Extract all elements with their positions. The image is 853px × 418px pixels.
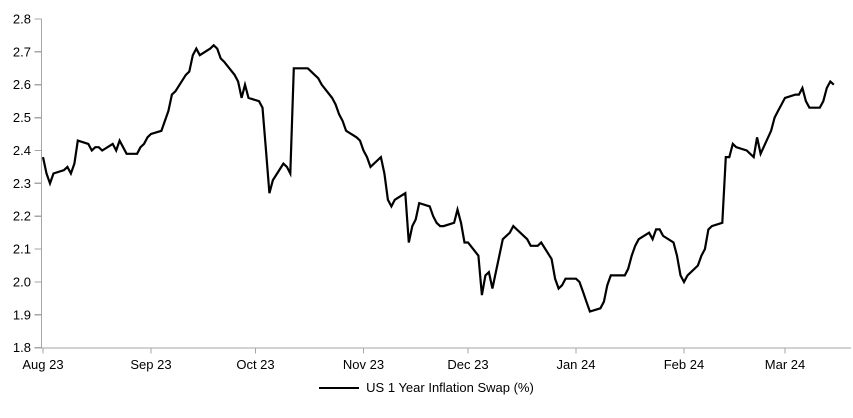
chart-legend: US 1 Year Inflation Swap (%)	[0, 380, 853, 395]
legend-line-swatch	[319, 386, 360, 389]
legend-label: US 1 Year Inflation Swap (%)	[366, 380, 534, 395]
y-tick-label: 2.1	[13, 242, 31, 257]
x-tick-label: Aug 23	[22, 357, 63, 372]
y-tick-label: 2.8	[13, 12, 31, 27]
y-tick-label: 2.5	[13, 110, 31, 125]
x-tick-label: Oct 23	[236, 357, 274, 372]
y-tick-label: 1.8	[13, 340, 31, 355]
y-tick-label: 1.9	[13, 307, 31, 322]
x-tick-label: Feb 24	[664, 357, 704, 372]
series-line	[41, 43, 835, 313]
y-tick-label: 2.6	[13, 77, 31, 92]
x-tick-label: Jan 24	[556, 357, 595, 372]
y-tick-label: 2.2	[13, 209, 31, 224]
y-tick-label: 2.7	[13, 44, 31, 59]
y-tick-label: 2.3	[13, 176, 31, 191]
y-tick-label: 2.4	[13, 143, 31, 158]
x-tick-label: Nov 23	[343, 357, 384, 372]
y-tick-label: 2.0	[13, 274, 31, 289]
x-tick-label: Mar 24	[765, 357, 805, 372]
x-tick-label: Sep 23	[130, 357, 171, 372]
x-tick-label: Dec 23	[447, 357, 488, 372]
